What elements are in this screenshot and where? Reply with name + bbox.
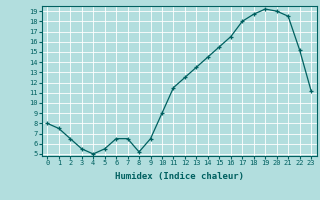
X-axis label: Humidex (Indice chaleur): Humidex (Indice chaleur): [115, 172, 244, 181]
